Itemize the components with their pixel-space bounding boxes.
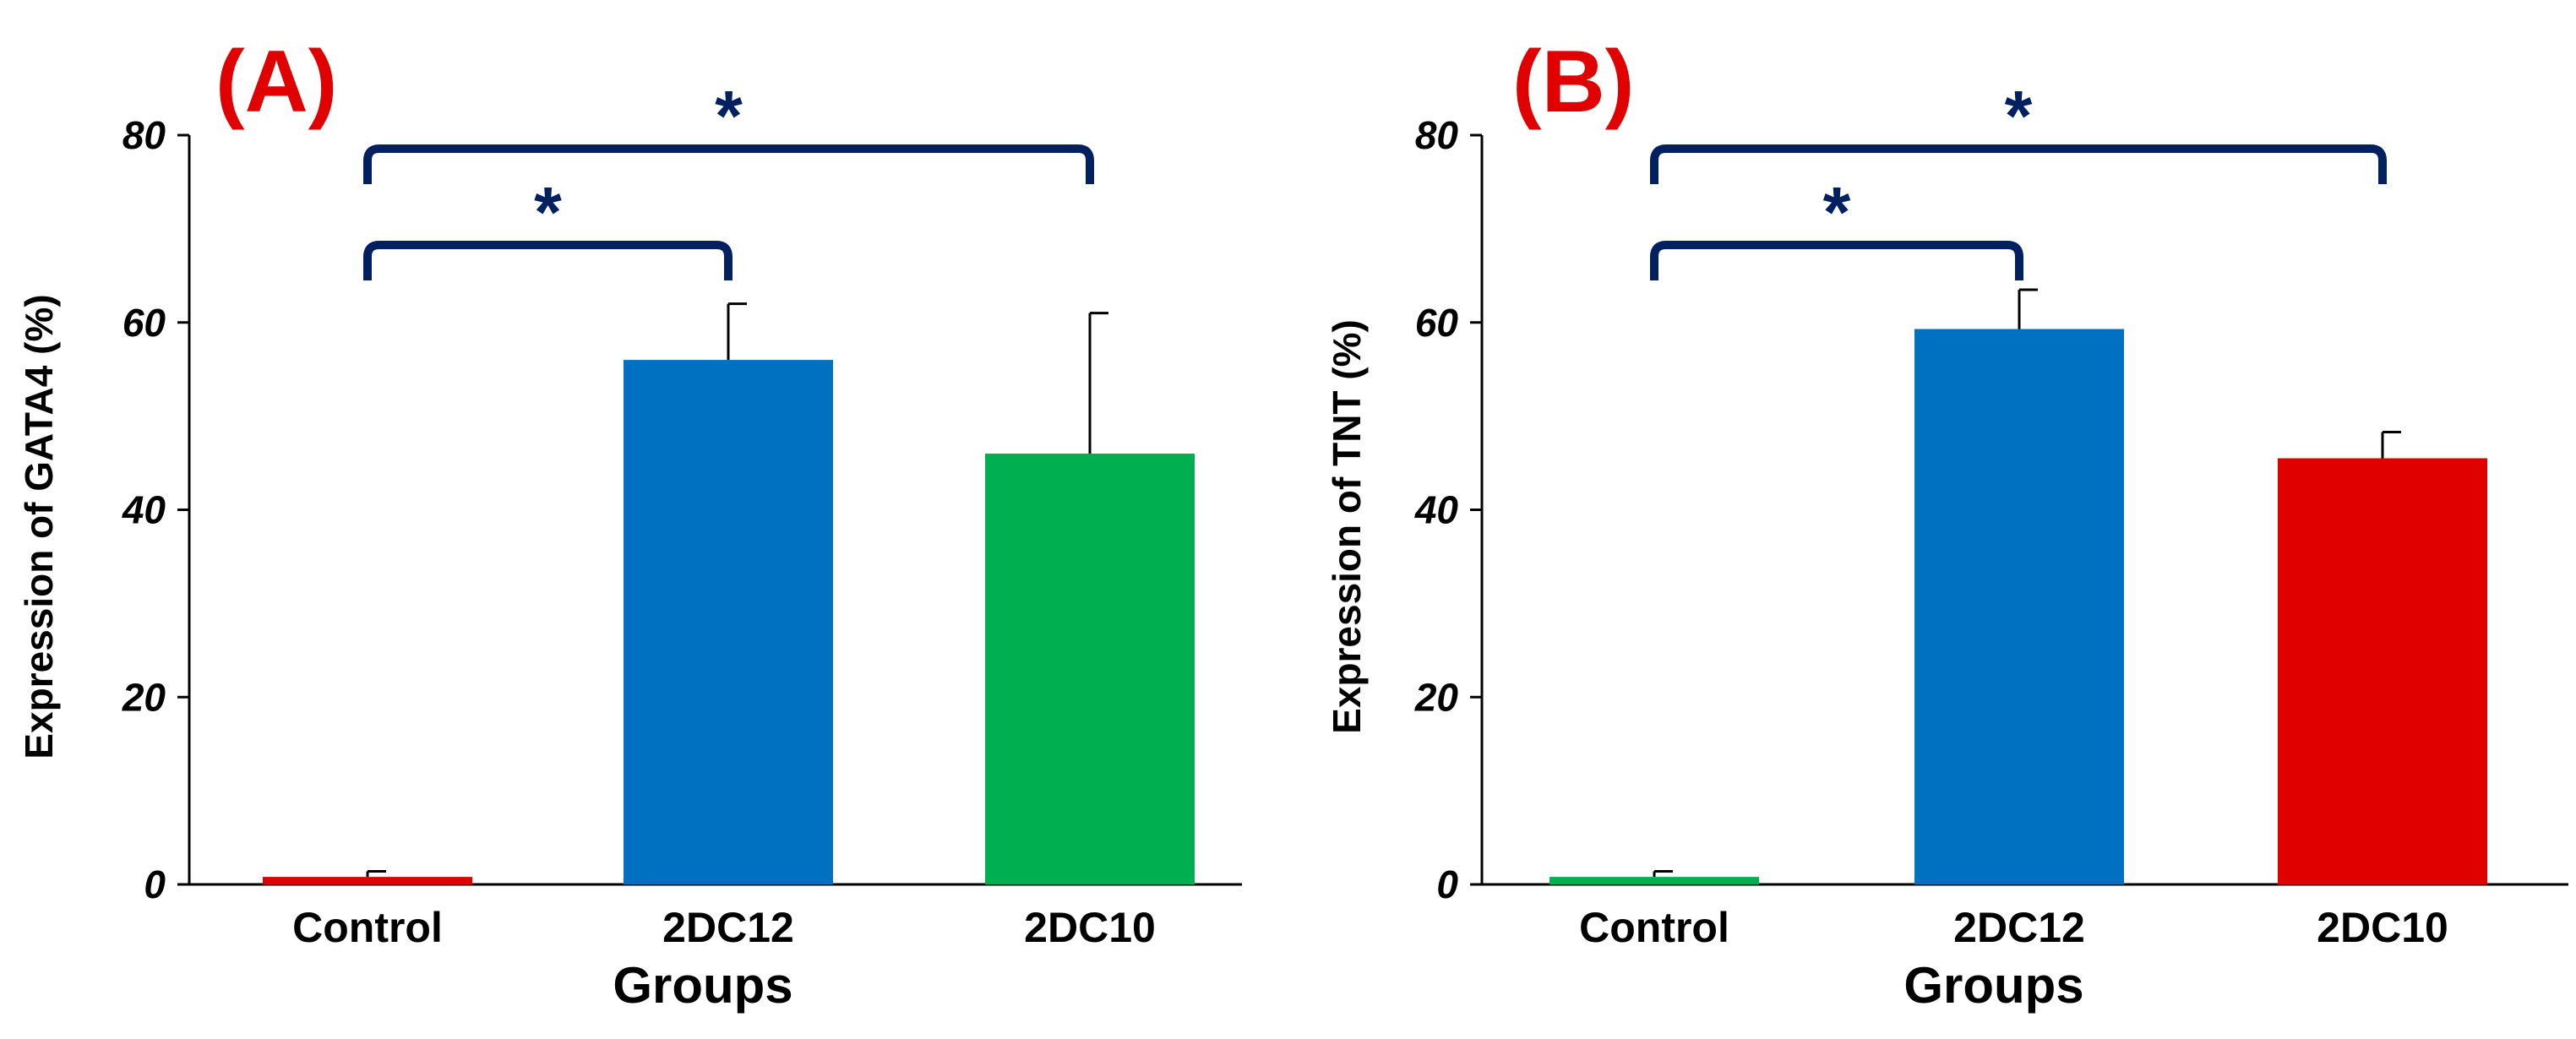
significance-bracket [1650,144,2387,184]
bar-2dc10 [985,453,1195,884]
y-tick-label: 40 [122,488,166,532]
x-tick-label: 2DC12 [1953,904,2085,951]
x-tick-label: 2DC10 [1024,904,1156,951]
bar-control [263,877,472,884]
y-tick-label: 20 [122,675,166,719]
bar-2dc12 [1914,329,2124,885]
y-tick-label: 60 [123,301,166,345]
significance-star: * [1823,172,1851,252]
chart-panel-b: 0 20 40 60 80 Control 2DC12 2DC10 Groups Expressi… [1325,33,2568,1014]
y-axis-label: Expression of GATA4 (%) [17,294,61,759]
x-tick-label: Control [292,904,443,951]
panel-label: (A) [215,33,337,131]
y-axis-label: Expression of TNT (%) [1325,319,1369,734]
significance-star: * [2005,76,2033,155]
bar-2dc12 [624,360,833,885]
y-tick-label: 0 [1436,862,1458,906]
x-tick-label: 2DC10 [2317,904,2448,951]
significance-bracket [363,241,732,280]
x-tick-label: 2DC12 [662,904,794,951]
y-tick-label: 20 [1414,675,1459,719]
x-axis-label: Groups [1903,957,2083,1014]
y-tick-label: 40 [1414,488,1459,532]
y-tick-label: 80 [1415,113,1459,157]
significance-star: * [715,76,743,155]
bar-control [1549,877,1759,884]
significance-bracket [363,144,1094,184]
x-tick-label: Control [1579,904,1729,951]
significance-star: * [534,172,562,252]
chart-panel-a: 0 20 40 60 80 Control 2DC12 2DC10 Groups Expressi… [17,33,1242,1014]
bar-2dc10 [2278,458,2487,884]
panel-label: (B) [1512,33,1634,131]
y-tick-label: 0 [144,862,166,906]
significance-bracket [1650,241,2023,280]
y-tick-label: 80 [123,113,166,157]
y-tick-label: 60 [1415,301,1459,345]
x-axis-label: Groups [613,957,792,1014]
